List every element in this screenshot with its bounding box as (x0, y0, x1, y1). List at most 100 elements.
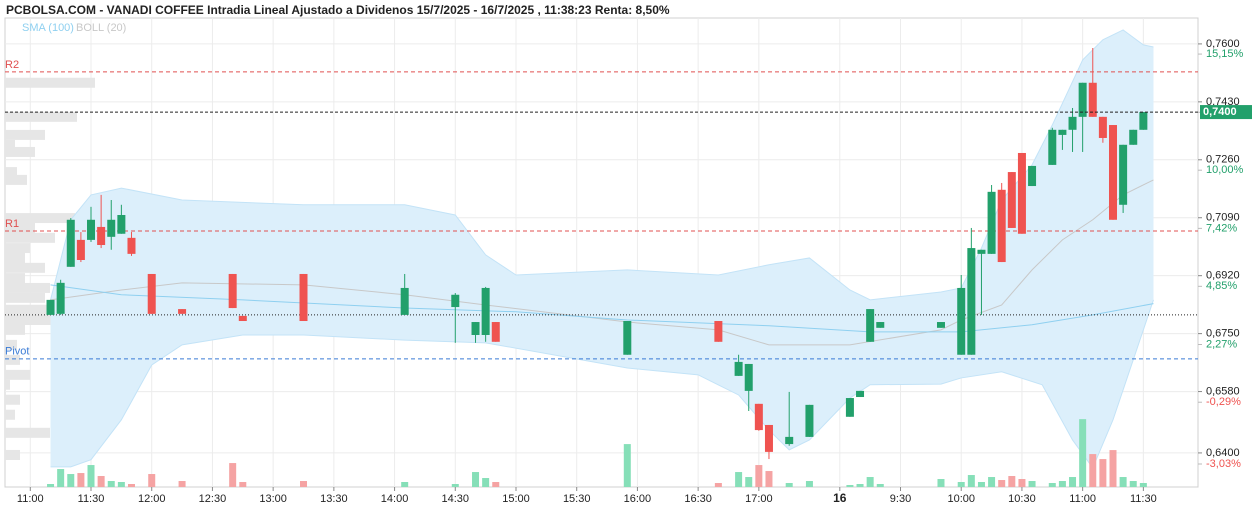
volume-bar (117, 482, 125, 487)
volume-bar (57, 469, 65, 487)
candle-body (1139, 112, 1148, 130)
volume-bar (856, 484, 864, 487)
y-tick-label: 0,7600 (1206, 38, 1240, 50)
last-price-label: 0,7400 (1203, 106, 1237, 118)
volume-profile-bar (5, 409, 15, 420)
volume-bar (492, 482, 500, 487)
x-tick-label: 14:00 (381, 493, 409, 505)
x-tick-label: 16 (833, 491, 847, 505)
volume-bar (451, 484, 459, 487)
y-tick-label: 0,6400 (1206, 447, 1240, 459)
volume-bar (1099, 459, 1107, 487)
y2-tick-label: 7,42% (1206, 222, 1237, 234)
volume-bar (77, 473, 85, 487)
volume-bar (1139, 483, 1147, 487)
volume-profile-bar (5, 111, 77, 122)
candle-body (481, 287, 490, 335)
y-tick-label: 0,7090 (1206, 212, 1240, 224)
candle-body (805, 404, 814, 437)
candle-body (97, 226, 106, 246)
candle-body (238, 315, 247, 322)
volume-bar (87, 465, 95, 487)
legend-bollinger: BOLL (20) (76, 22, 126, 34)
candle-body (451, 294, 460, 308)
candle-body (1088, 82, 1097, 117)
volume-bar (745, 477, 753, 487)
volume-profile-bar (5, 262, 45, 273)
volume-bar (755, 465, 763, 487)
pivot-label: R1 (5, 218, 19, 230)
volume-bar (1119, 477, 1127, 487)
volume-bar (1079, 419, 1087, 487)
candle-body (785, 436, 794, 445)
x-tick-label: 11:00 (17, 493, 44, 505)
candle-body (1017, 152, 1026, 234)
candle-body (734, 361, 743, 376)
volume-bar (765, 471, 773, 487)
main-layer (5, 47, 1198, 460)
volume-profile-bar (5, 427, 50, 438)
volume-bar (785, 483, 793, 487)
volume-bar (876, 484, 884, 487)
volume-bar (229, 463, 237, 487)
volume-bar (472, 472, 480, 487)
x-tick-label: 12:30 (199, 493, 227, 505)
volume-bar (998, 480, 1006, 487)
candle-body (997, 189, 1006, 263)
volume-profile-bar (5, 354, 20, 365)
candle-body (127, 237, 136, 254)
volume-bar (1109, 450, 1117, 487)
candle-body (856, 390, 865, 398)
x-tick-label: 15:30 (563, 493, 591, 505)
pivot-label: R2 (5, 59, 19, 71)
candle-body (400, 287, 409, 315)
volume-profile-bar (5, 222, 35, 233)
x-tick-label: 11:30 (1130, 493, 1157, 505)
candle-body (228, 273, 237, 309)
volume-bar (1089, 454, 1097, 487)
bollinger-fill (50, 29, 1154, 468)
x-tick-label: 10:30 (1008, 493, 1036, 505)
volume-bar (977, 482, 985, 487)
volume-bar (1028, 481, 1036, 487)
x-tick-label: 17:00 (745, 493, 773, 505)
x-tick-label: 11:30 (78, 493, 105, 505)
candle-body (1068, 116, 1077, 130)
candle-body (178, 309, 187, 314)
volume-bar (97, 476, 105, 487)
candle-body (147, 273, 156, 314)
candle-body (117, 215, 126, 234)
candle-body (107, 219, 116, 237)
volume-bar (300, 481, 308, 487)
y-tick-label: 0,7430 (1206, 96, 1240, 108)
volume-profile-bar (5, 129, 45, 140)
volume-profile-bar (5, 304, 47, 315)
y2-tick-label: 10,00% (1206, 164, 1244, 176)
volume-profile-bar (5, 243, 30, 254)
volume-bar (735, 472, 743, 487)
pivot-label: Pivot (5, 346, 29, 358)
candle-body (866, 309, 875, 342)
volume-bar (1018, 479, 1026, 487)
chart-title: PCBOLSA.COM - VANADI COFFEE Intradia Lin… (6, 3, 670, 17)
volume-profile-bar (5, 174, 27, 185)
volume-bar (967, 475, 975, 487)
volume-bar (1069, 477, 1077, 487)
legend-sma: SMA (100) (22, 22, 74, 34)
bollinger-middle (50, 179, 1154, 346)
volume-bar (988, 477, 996, 487)
volume-profile-bar (5, 369, 30, 380)
x-tick-label: 15:00 (502, 493, 530, 505)
y2-tick-label: -3,03% (1206, 458, 1241, 470)
volume-bar (805, 481, 813, 487)
y2-tick-label: 4,85% (1206, 280, 1237, 292)
top-layer: 0,7600 0,7430 0,7260 0,7090 0,6920 0,6750 0,65… (5, 22, 1252, 505)
candle-body (56, 282, 65, 314)
volume-bar (957, 482, 965, 487)
volume-bar (623, 444, 631, 487)
volume-profile-bar (5, 282, 50, 293)
candle-body (46, 299, 55, 315)
candle-body (1048, 129, 1057, 165)
